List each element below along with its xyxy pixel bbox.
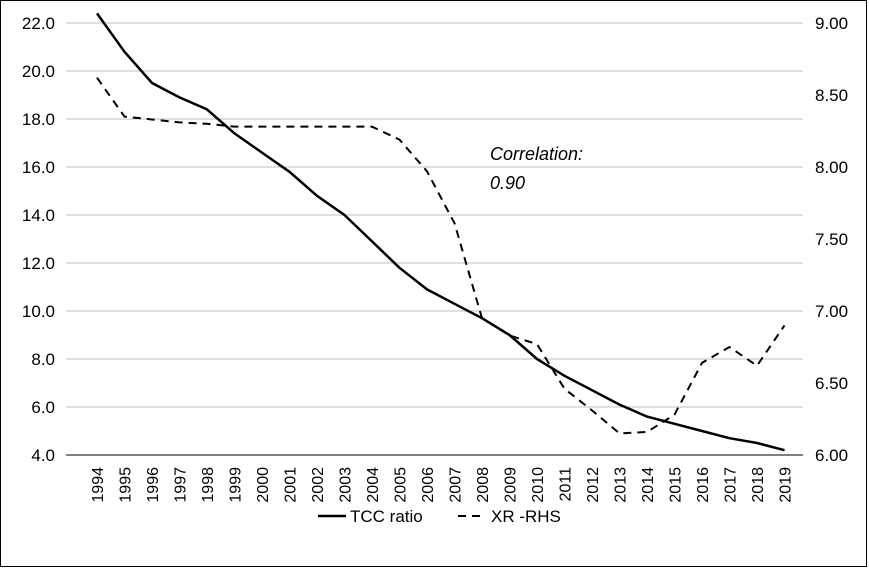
- left-axis-ticks: 4.0 6.0 8.0 10.0 12.0 14.0 16.0 18.0 20.0 22.0: [22, 14, 55, 465]
- right-tick-label: 6.50: [815, 374, 848, 393]
- x-tick-label: 2008: [475, 467, 492, 503]
- x-tick-label: 2006: [420, 467, 437, 503]
- x-tick-label: 2001: [283, 467, 300, 503]
- x-tick-label: 2017: [723, 467, 740, 503]
- left-tick-label: 14.0: [22, 206, 55, 225]
- x-tick-label: 2005: [393, 467, 410, 503]
- series-layer: [95, 12, 786, 452]
- series-line-xr-rhs: [96, 77, 786, 435]
- left-tick-label: 16.0: [22, 158, 55, 177]
- left-tick-label: 6.0: [31, 398, 55, 417]
- x-tick-label: 1996: [145, 467, 162, 503]
- left-tick-label: 8.0: [31, 350, 55, 369]
- right-tick-label: 8.00: [815, 158, 848, 177]
- x-tick-label: 1997: [173, 467, 190, 503]
- x-tick-label: 2016: [695, 467, 712, 503]
- x-tick-label: 2002: [310, 467, 327, 503]
- x-tick-label: 2012: [585, 467, 602, 503]
- gridlines: [66, 22, 803, 408]
- right-tick-label: 6.00: [815, 446, 848, 465]
- x-tick-label: 1994: [90, 467, 107, 503]
- x-tick-label: 2004: [365, 467, 382, 503]
- right-axis-ticks: 6.00 6.50 7.00 7.50 8.00 8.50 9.00: [815, 14, 848, 465]
- x-tick-label: 2010: [530, 467, 547, 503]
- left-tick-label: 12.0: [22, 254, 55, 273]
- x-tick-label: 2000: [255, 467, 272, 503]
- x-axis-ticks: 1994 1995 1996 1997 1998 1999 2000 2001 2002 2003…: [90, 467, 795, 503]
- correlation-value: 0.90: [490, 173, 525, 193]
- x-tick-label: 2013: [613, 467, 630, 503]
- legend-label-xr-rhs: XR -RHS: [491, 507, 561, 526]
- x-tick-label: 1999: [228, 467, 245, 503]
- legend: TCC ratio XR -RHS: [318, 507, 561, 526]
- x-tick-label: 2014: [640, 467, 657, 503]
- left-tick-label: 18.0: [22, 110, 55, 129]
- series-line-tcc-ratio: [95, 12, 785, 452]
- x-tick-label: 2015: [668, 467, 685, 503]
- left-tick-label: 22.0: [22, 14, 55, 33]
- right-tick-label: 7.50: [815, 230, 848, 249]
- x-tick-label: 2011: [558, 467, 575, 502]
- left-tick-label: 10.0: [22, 302, 55, 321]
- x-tick-label: 2018: [750, 467, 767, 503]
- right-tick-label: 8.50: [815, 86, 848, 105]
- correlation-label: Correlation:: [490, 144, 583, 164]
- left-tick-label: 4.0: [31, 446, 55, 465]
- left-tick-label: 20.0: [22, 62, 55, 81]
- right-tick-label: 7.00: [815, 302, 848, 321]
- right-tick-label: 9.00: [815, 14, 848, 33]
- x-tick-label: 2019: [778, 467, 795, 503]
- x-tick-label: 2009: [503, 467, 520, 503]
- x-tick-label: 1995: [118, 467, 135, 503]
- x-tick-label: 2007: [448, 467, 465, 503]
- x-tick-label: 2003: [338, 467, 355, 503]
- x-tick-label: 1998: [200, 467, 217, 503]
- legend-label-tcc-ratio: TCC ratio: [350, 507, 423, 526]
